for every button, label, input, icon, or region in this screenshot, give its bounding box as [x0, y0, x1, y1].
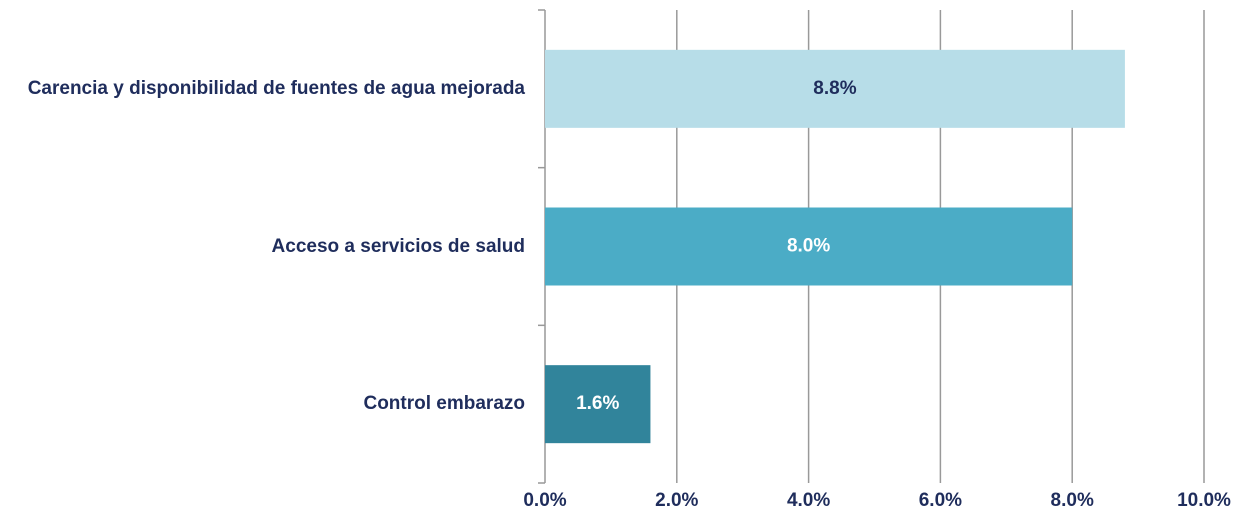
- x-tick-label: 6.0%: [919, 490, 962, 511]
- x-tick-label: 10.0%: [1177, 490, 1231, 511]
- x-tick-label: 8.0%: [1051, 490, 1094, 511]
- value-label: 1.6%: [576, 393, 619, 414]
- y-tick-label: Carencia y disponibilidad de fuentes de …: [27, 77, 525, 99]
- value-label: 8.8%: [813, 78, 856, 99]
- y-tick-label: Control embarazo: [363, 393, 525, 415]
- y-tick-label-box: Control embarazo: [20, 392, 525, 416]
- bar: [545, 207, 1073, 286]
- x-tick-label: 2.0%: [655, 490, 698, 511]
- y-tick-label-box: Carencia y disponibilidad de fuentes de …: [20, 77, 525, 101]
- y-tick-label: Acceso a servicios de salud: [271, 235, 525, 257]
- y-tick-label-box: Acceso a servicios de salud: [20, 235, 525, 259]
- bar: [545, 49, 1125, 128]
- x-tick-label: 0.0%: [523, 490, 566, 511]
- x-tick-label: 4.0%: [787, 490, 830, 511]
- bar: [545, 365, 651, 444]
- value-label: 8.0%: [787, 236, 830, 257]
